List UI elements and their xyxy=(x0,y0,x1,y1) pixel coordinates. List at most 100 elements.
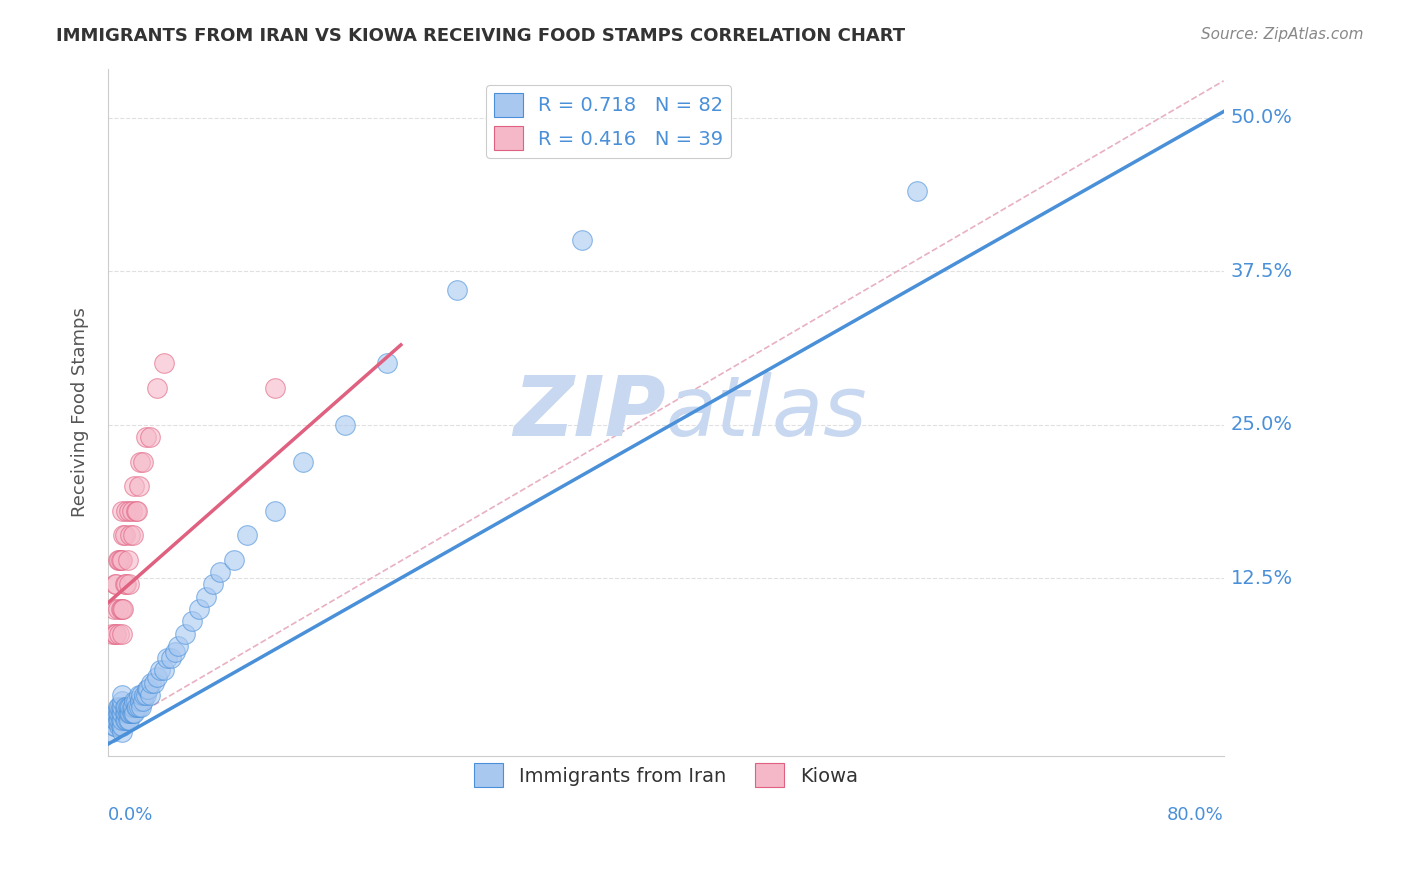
Point xyxy=(104,577,127,591)
Point xyxy=(112,528,135,542)
Text: 37.5%: 37.5% xyxy=(1230,261,1292,281)
Point xyxy=(128,479,150,493)
Point xyxy=(115,706,138,721)
Point xyxy=(134,688,156,702)
Point xyxy=(115,577,138,591)
Text: 25.0%: 25.0% xyxy=(1230,416,1292,434)
Point xyxy=(110,719,132,733)
Point xyxy=(111,688,134,702)
Point xyxy=(180,615,202,629)
Point xyxy=(155,651,177,665)
Point xyxy=(111,719,134,733)
Point xyxy=(124,479,146,493)
Point xyxy=(173,626,195,640)
Point xyxy=(103,719,125,733)
Point xyxy=(120,700,142,714)
Point xyxy=(111,553,134,567)
Point xyxy=(905,185,928,199)
Point xyxy=(118,577,141,591)
Point xyxy=(107,602,129,616)
Point xyxy=(124,694,146,708)
Point xyxy=(108,719,131,733)
Point xyxy=(107,700,129,714)
Point xyxy=(159,651,181,665)
Text: 0.0%: 0.0% xyxy=(108,805,153,823)
Point xyxy=(108,706,131,721)
Point xyxy=(201,577,224,591)
Point xyxy=(375,356,398,370)
Point xyxy=(111,706,134,721)
Point xyxy=(222,553,245,567)
Point xyxy=(115,700,138,714)
Point xyxy=(139,688,162,702)
Point xyxy=(110,602,132,616)
Point xyxy=(264,504,287,518)
Point xyxy=(152,664,174,678)
Point xyxy=(107,706,129,721)
Point xyxy=(117,713,139,727)
Point xyxy=(108,713,131,727)
Point xyxy=(194,590,217,604)
Text: 50.0%: 50.0% xyxy=(1230,108,1292,128)
Point xyxy=(121,700,143,714)
Point xyxy=(115,713,138,727)
Point xyxy=(166,639,188,653)
Point xyxy=(132,694,155,708)
Point xyxy=(132,454,155,468)
Point xyxy=(128,688,150,702)
Point xyxy=(108,700,131,714)
Point xyxy=(122,706,145,721)
Point xyxy=(105,626,128,640)
Point xyxy=(108,553,131,567)
Point xyxy=(108,626,131,640)
Point xyxy=(121,706,143,721)
Point xyxy=(105,577,128,591)
Point xyxy=(125,504,148,518)
Point xyxy=(446,283,468,297)
Point xyxy=(122,700,145,714)
Point xyxy=(571,234,593,248)
Point xyxy=(127,504,149,518)
Point xyxy=(208,565,231,579)
Point xyxy=(111,713,134,727)
Text: ZIP: ZIP xyxy=(513,372,666,453)
Point xyxy=(107,553,129,567)
Point xyxy=(101,724,124,739)
Point xyxy=(138,681,160,696)
Point xyxy=(129,454,152,468)
Point xyxy=(105,713,128,727)
Point xyxy=(152,356,174,370)
Point xyxy=(143,675,166,690)
Point xyxy=(333,417,356,432)
Point xyxy=(236,528,259,542)
Point xyxy=(111,724,134,739)
Point xyxy=(110,713,132,727)
Point xyxy=(104,626,127,640)
Point xyxy=(187,602,209,616)
Point xyxy=(111,602,134,616)
Point xyxy=(104,719,127,733)
Point xyxy=(110,706,132,721)
Point xyxy=(111,694,134,708)
Point xyxy=(110,553,132,567)
Point xyxy=(163,645,186,659)
Point xyxy=(120,706,142,721)
Point xyxy=(127,700,149,714)
Point xyxy=(292,454,315,468)
Point xyxy=(131,700,153,714)
Point xyxy=(104,713,127,727)
Point xyxy=(146,381,169,395)
Point xyxy=(111,700,134,714)
Point xyxy=(107,713,129,727)
Text: 12.5%: 12.5% xyxy=(1230,569,1292,588)
Point xyxy=(125,694,148,708)
Point xyxy=(264,381,287,395)
Point xyxy=(122,528,145,542)
Point xyxy=(114,706,136,721)
Y-axis label: Receiving Food Stamps: Receiving Food Stamps xyxy=(72,308,89,517)
Point xyxy=(114,528,136,542)
Point xyxy=(103,602,125,616)
Point xyxy=(135,430,157,444)
Point xyxy=(114,700,136,714)
Legend: Immigrants from Iran, Kiowa: Immigrants from Iran, Kiowa xyxy=(467,756,866,795)
